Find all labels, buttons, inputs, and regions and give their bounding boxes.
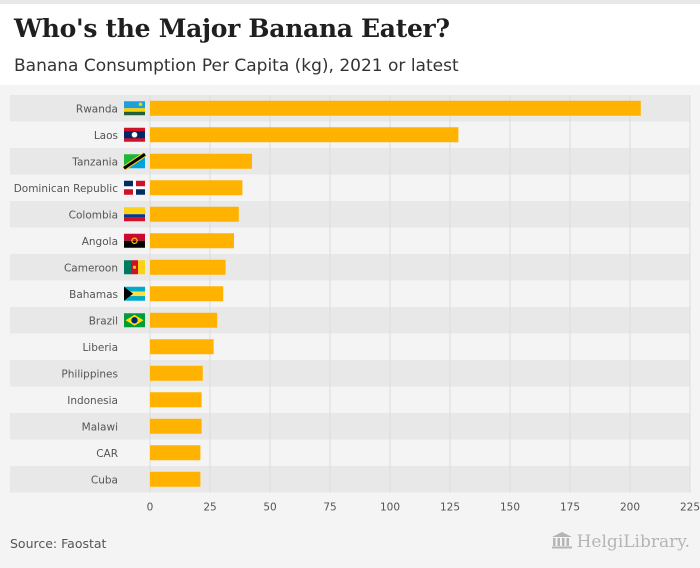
x-tick-label: 0	[147, 502, 154, 514]
cameroon-flag-icon	[124, 260, 145, 275]
bar	[150, 392, 202, 408]
bar	[150, 312, 218, 328]
x-tick-label: 100	[380, 502, 400, 514]
bar	[150, 365, 203, 381]
bar	[150, 127, 459, 143]
x-tick-label: 50	[263, 502, 276, 514]
bar	[150, 339, 214, 355]
bar	[150, 153, 252, 169]
row-band	[10, 201, 690, 228]
category-label: Indonesia	[67, 395, 118, 407]
category-label: Colombia	[69, 209, 118, 221]
bar	[150, 233, 234, 249]
category-label: Dominican Republic	[14, 183, 119, 195]
bahamas-flag-icon	[124, 286, 145, 301]
colombia-flag-icon	[124, 207, 145, 222]
chart-title: Who's the Major Banana Eater?	[14, 14, 450, 43]
x-tick-label: 75	[323, 502, 336, 514]
row-band	[10, 148, 690, 175]
category-label: Brazil	[89, 315, 118, 327]
row-band	[10, 360, 690, 387]
category-label: Angola	[82, 236, 118, 248]
bar	[150, 206, 239, 222]
bar	[150, 259, 226, 275]
laos-flag-icon	[124, 127, 145, 142]
category-label: Cuba	[91, 474, 118, 486]
category-label: Malawi	[82, 421, 118, 433]
row-band	[10, 466, 690, 493]
x-tick-label: 125	[440, 502, 460, 514]
bar	[150, 471, 201, 487]
library-building-icon	[551, 531, 573, 553]
row-band	[10, 413, 690, 440]
bar	[150, 418, 202, 434]
source-note: Source: Faostat	[10, 536, 107, 551]
brazil-flag-icon	[124, 313, 145, 328]
category-label: Liberia	[82, 342, 118, 354]
category-label: Bahamas	[69, 289, 118, 301]
brand-name: HelgiLibrary.	[576, 532, 690, 552]
bar	[150, 180, 243, 196]
category-label: Philippines	[61, 368, 118, 380]
category-label: Cameroon	[64, 262, 118, 274]
category-label: Laos	[94, 130, 118, 142]
x-tick-label: 25	[203, 502, 216, 514]
bar	[150, 286, 224, 302]
brand-logo[interactable]: HelgiLibrary.	[551, 531, 690, 553]
angola-flag-icon	[124, 233, 145, 248]
category-label: Tanzania	[71, 156, 118, 168]
dominican-republic-flag-icon	[124, 180, 145, 195]
rwanda-flag-icon	[124, 101, 145, 116]
category-label: Rwanda	[76, 103, 118, 115]
chart-header: Who's the Major Banana Eater? Banana Con…	[0, 0, 700, 85]
tanzania-flag-icon	[122, 152, 147, 171]
row-band	[10, 254, 690, 281]
x-tick-label: 225	[680, 502, 700, 514]
x-tick-label: 200	[620, 502, 640, 514]
bar	[150, 100, 641, 116]
row-band	[10, 307, 690, 334]
x-tick-label: 150	[500, 502, 520, 514]
chart-subtitle: Banana Consumption Per Capita (kg), 2021…	[14, 56, 459, 76]
bar	[150, 445, 201, 461]
x-tick-label: 175	[560, 502, 580, 514]
category-label: CAR	[96, 448, 118, 460]
